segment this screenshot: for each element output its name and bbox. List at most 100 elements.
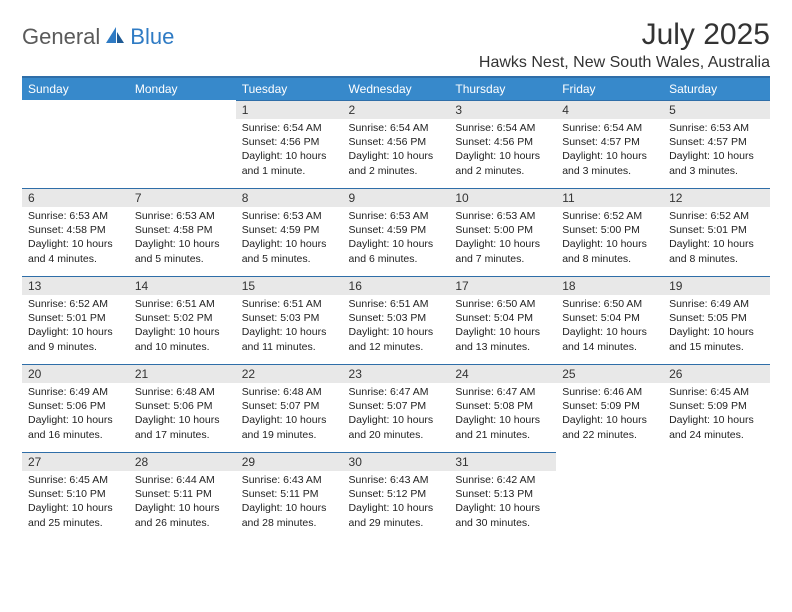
day-content: Sunrise: 6:53 AMSunset: 4:59 PMDaylight:… bbox=[343, 207, 450, 270]
weekday-header: Wednesday bbox=[343, 77, 450, 100]
sunrise-text: Sunrise: 6:44 AM bbox=[135, 473, 230, 487]
daylight-text: Daylight: 10 hours bbox=[669, 413, 764, 427]
daylight-text-2: and 4 minutes. bbox=[28, 252, 123, 266]
daylight-text: Daylight: 10 hours bbox=[242, 237, 337, 251]
sunrise-text: Sunrise: 6:51 AM bbox=[349, 297, 444, 311]
sunrise-text: Sunrise: 6:48 AM bbox=[135, 385, 230, 399]
sunset-text: Sunset: 5:11 PM bbox=[242, 487, 337, 501]
day-number: 26 bbox=[663, 364, 770, 383]
daylight-text-2: and 20 minutes. bbox=[349, 428, 444, 442]
calendar-day-cell bbox=[22, 100, 129, 188]
day-number: 6 bbox=[22, 188, 129, 207]
sunrise-text: Sunrise: 6:49 AM bbox=[28, 385, 123, 399]
month-title: July 2025 bbox=[479, 18, 770, 52]
sunset-text: Sunset: 4:56 PM bbox=[349, 135, 444, 149]
day-content: Sunrise: 6:53 AMSunset: 5:00 PMDaylight:… bbox=[449, 207, 556, 270]
daylight-text: Daylight: 10 hours bbox=[562, 237, 657, 251]
daylight-text: Daylight: 10 hours bbox=[349, 325, 444, 339]
weekday-header: Friday bbox=[556, 77, 663, 100]
daylight-text-2: and 15 minutes. bbox=[669, 340, 764, 354]
sunset-text: Sunset: 5:06 PM bbox=[28, 399, 123, 413]
sunset-text: Sunset: 4:57 PM bbox=[562, 135, 657, 149]
daylight-text: Daylight: 10 hours bbox=[669, 149, 764, 163]
sunset-text: Sunset: 5:12 PM bbox=[349, 487, 444, 501]
daylight-text: Daylight: 10 hours bbox=[242, 501, 337, 515]
daylight-text-2: and 16 minutes. bbox=[28, 428, 123, 442]
sunrise-text: Sunrise: 6:50 AM bbox=[562, 297, 657, 311]
daylight-text-2: and 8 minutes. bbox=[669, 252, 764, 266]
sunrise-text: Sunrise: 6:53 AM bbox=[349, 209, 444, 223]
calendar-day-cell bbox=[129, 100, 236, 188]
calendar-day-cell: 17Sunrise: 6:50 AMSunset: 5:04 PMDayligh… bbox=[449, 276, 556, 364]
calendar-day-cell: 6Sunrise: 6:53 AMSunset: 4:58 PMDaylight… bbox=[22, 188, 129, 276]
day-number: 8 bbox=[236, 188, 343, 207]
weekday-header-row: Sunday Monday Tuesday Wednesday Thursday… bbox=[22, 77, 770, 100]
calendar-week-row: 20Sunrise: 6:49 AMSunset: 5:06 PMDayligh… bbox=[22, 364, 770, 452]
daylight-text: Daylight: 10 hours bbox=[562, 149, 657, 163]
sunrise-text: Sunrise: 6:52 AM bbox=[562, 209, 657, 223]
sunset-text: Sunset: 5:02 PM bbox=[135, 311, 230, 325]
sunrise-text: Sunrise: 6:54 AM bbox=[242, 121, 337, 135]
daylight-text-2: and 2 minutes. bbox=[455, 164, 550, 178]
daylight-text: Daylight: 10 hours bbox=[135, 325, 230, 339]
daylight-text: Daylight: 10 hours bbox=[455, 413, 550, 427]
calendar-day-cell: 31Sunrise: 6:42 AMSunset: 5:13 PMDayligh… bbox=[449, 452, 556, 540]
day-content: Sunrise: 6:53 AMSunset: 4:57 PMDaylight:… bbox=[663, 119, 770, 182]
daylight-text-2: and 3 minutes. bbox=[669, 164, 764, 178]
daylight-text: Daylight: 10 hours bbox=[242, 325, 337, 339]
sunrise-text: Sunrise: 6:54 AM bbox=[455, 121, 550, 135]
day-content: Sunrise: 6:51 AMSunset: 5:02 PMDaylight:… bbox=[129, 295, 236, 358]
calendar-week-row: 27Sunrise: 6:45 AMSunset: 5:10 PMDayligh… bbox=[22, 452, 770, 540]
calendar-week-row: 13Sunrise: 6:52 AMSunset: 5:01 PMDayligh… bbox=[22, 276, 770, 364]
sunrise-text: Sunrise: 6:43 AM bbox=[349, 473, 444, 487]
daylight-text-2: and 17 minutes. bbox=[135, 428, 230, 442]
day-number: 13 bbox=[22, 276, 129, 295]
sunset-text: Sunset: 5:10 PM bbox=[28, 487, 123, 501]
sunrise-text: Sunrise: 6:52 AM bbox=[28, 297, 123, 311]
sunset-text: Sunset: 5:01 PM bbox=[28, 311, 123, 325]
day-number: 23 bbox=[343, 364, 450, 383]
daylight-text-2: and 8 minutes. bbox=[562, 252, 657, 266]
day-content: Sunrise: 6:52 AMSunset: 5:01 PMDaylight:… bbox=[22, 295, 129, 358]
calendar-day-cell: 8Sunrise: 6:53 AMSunset: 4:59 PMDaylight… bbox=[236, 188, 343, 276]
daylight-text-2: and 11 minutes. bbox=[242, 340, 337, 354]
daylight-text-2: and 28 minutes. bbox=[242, 516, 337, 530]
daylight-text-2: and 2 minutes. bbox=[349, 164, 444, 178]
sunset-text: Sunset: 5:01 PM bbox=[669, 223, 764, 237]
day-content: Sunrise: 6:48 AMSunset: 5:07 PMDaylight:… bbox=[236, 383, 343, 446]
weekday-header: Saturday bbox=[663, 77, 770, 100]
day-content: Sunrise: 6:45 AMSunset: 5:10 PMDaylight:… bbox=[22, 471, 129, 534]
daylight-text: Daylight: 10 hours bbox=[28, 325, 123, 339]
sunrise-text: Sunrise: 6:42 AM bbox=[455, 473, 550, 487]
calendar-day-cell: 7Sunrise: 6:53 AMSunset: 4:58 PMDaylight… bbox=[129, 188, 236, 276]
daylight-text: Daylight: 10 hours bbox=[135, 237, 230, 251]
calendar-day-cell: 18Sunrise: 6:50 AMSunset: 5:04 PMDayligh… bbox=[556, 276, 663, 364]
daylight-text: Daylight: 10 hours bbox=[349, 413, 444, 427]
calendar-body: 1Sunrise: 6:54 AMSunset: 4:56 PMDaylight… bbox=[22, 100, 770, 540]
sunset-text: Sunset: 5:09 PM bbox=[562, 399, 657, 413]
calendar-day-cell: 3Sunrise: 6:54 AMSunset: 4:56 PMDaylight… bbox=[449, 100, 556, 188]
sunset-text: Sunset: 5:07 PM bbox=[349, 399, 444, 413]
calendar-day-cell: 29Sunrise: 6:43 AMSunset: 5:11 PMDayligh… bbox=[236, 452, 343, 540]
weekday-header: Sunday bbox=[22, 77, 129, 100]
day-number: 17 bbox=[449, 276, 556, 295]
day-number: 30 bbox=[343, 452, 450, 471]
calendar-day-cell: 19Sunrise: 6:49 AMSunset: 5:05 PMDayligh… bbox=[663, 276, 770, 364]
sunrise-text: Sunrise: 6:51 AM bbox=[135, 297, 230, 311]
daylight-text-2: and 5 minutes. bbox=[242, 252, 337, 266]
sunset-text: Sunset: 5:11 PM bbox=[135, 487, 230, 501]
day-content: Sunrise: 6:52 AMSunset: 5:00 PMDaylight:… bbox=[556, 207, 663, 270]
day-content: Sunrise: 6:43 AMSunset: 5:11 PMDaylight:… bbox=[236, 471, 343, 534]
daylight-text: Daylight: 10 hours bbox=[135, 413, 230, 427]
day-number: 2 bbox=[343, 100, 450, 119]
calendar-day-cell: 26Sunrise: 6:45 AMSunset: 5:09 PMDayligh… bbox=[663, 364, 770, 452]
calendar-day-cell: 9Sunrise: 6:53 AMSunset: 4:59 PMDaylight… bbox=[343, 188, 450, 276]
daylight-text-2: and 9 minutes. bbox=[28, 340, 123, 354]
calendar-day-cell: 13Sunrise: 6:52 AMSunset: 5:01 PMDayligh… bbox=[22, 276, 129, 364]
daylight-text: Daylight: 10 hours bbox=[28, 413, 123, 427]
sunrise-text: Sunrise: 6:53 AM bbox=[135, 209, 230, 223]
logo-text-general: General bbox=[22, 24, 100, 50]
location: Hawks Nest, New South Wales, Australia bbox=[479, 54, 770, 72]
day-number: 15 bbox=[236, 276, 343, 295]
daylight-text: Daylight: 10 hours bbox=[455, 149, 550, 163]
